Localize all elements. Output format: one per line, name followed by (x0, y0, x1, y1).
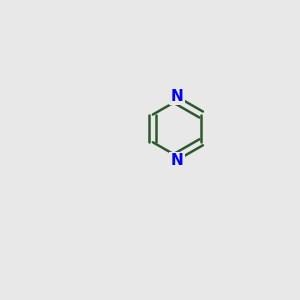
Text: N: N (171, 88, 183, 104)
Text: N: N (171, 153, 183, 168)
